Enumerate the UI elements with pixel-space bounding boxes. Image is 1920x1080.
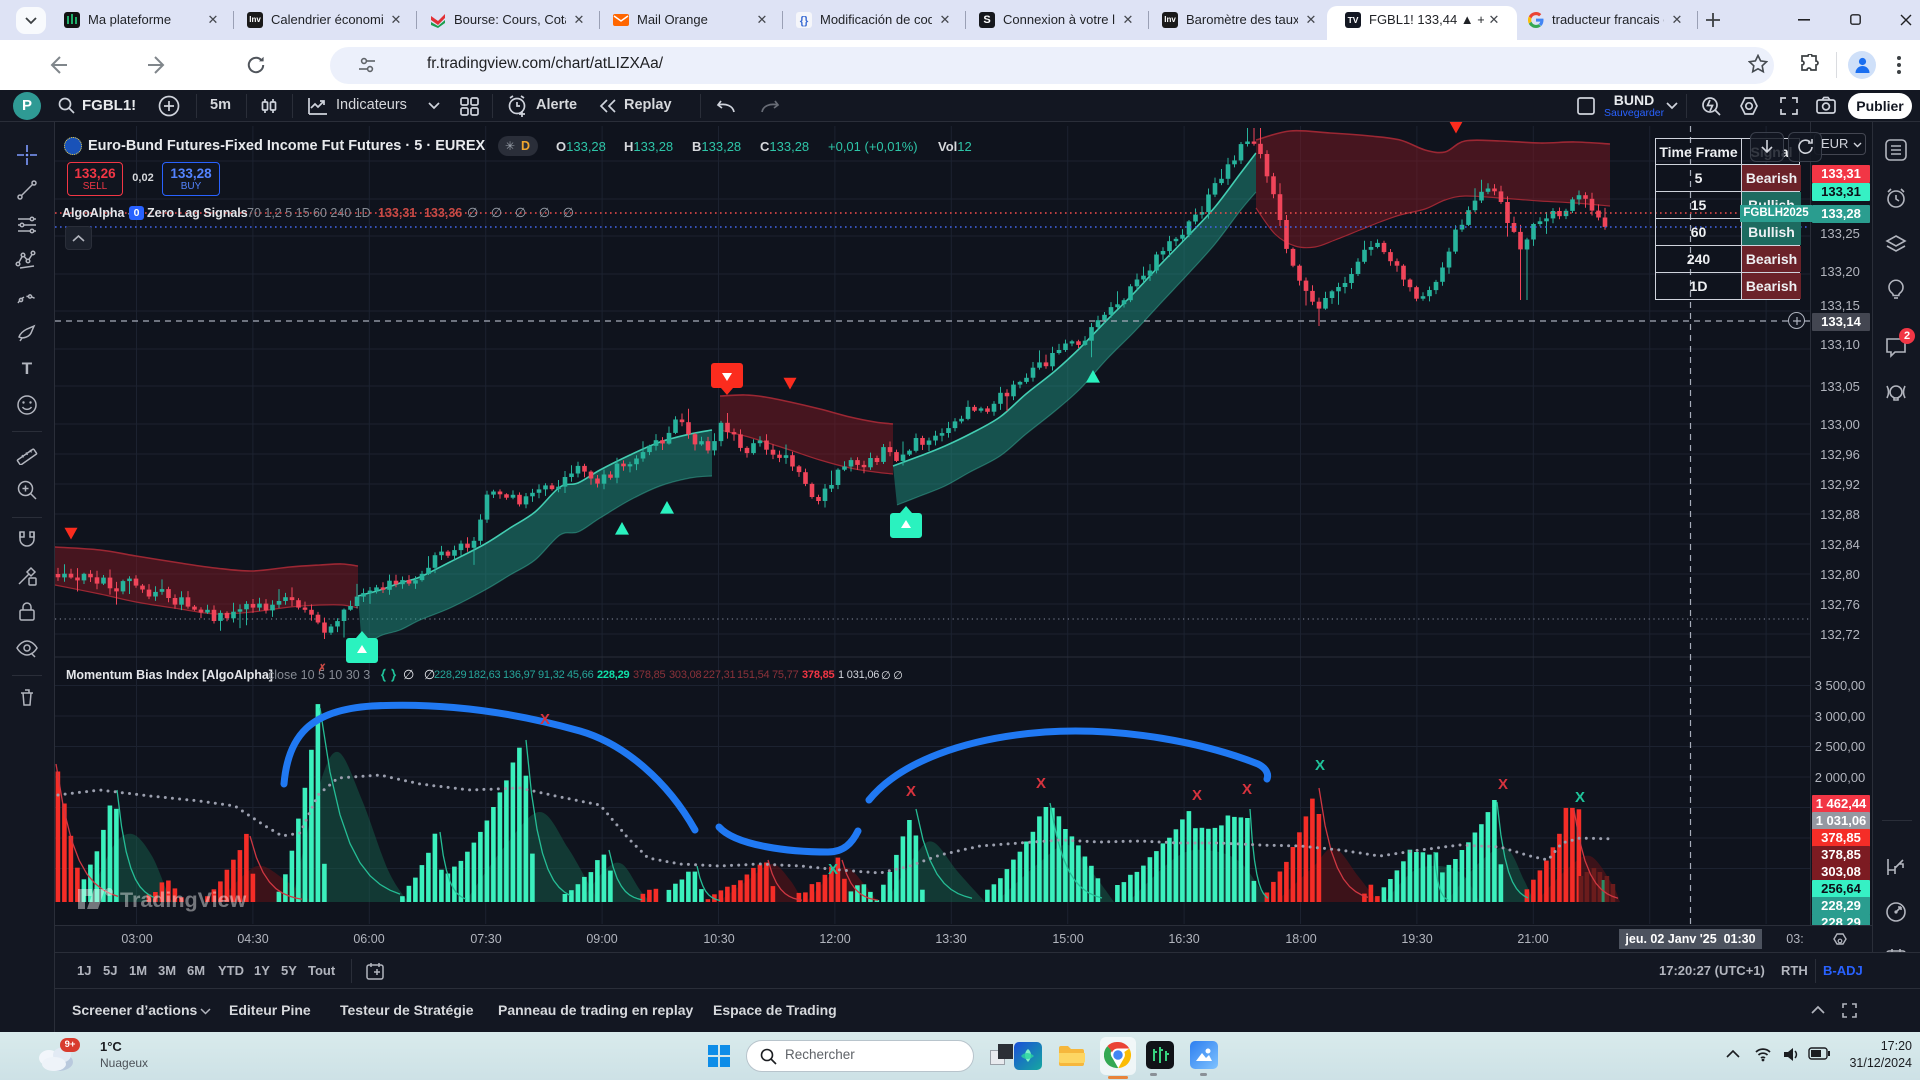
svg-text:X: X (540, 711, 550, 728)
svg-text:TradingView: TradingView (120, 888, 247, 912)
svg-text:X: X (1036, 775, 1046, 792)
svg-text:X: X (828, 861, 838, 878)
svg-text:X: X (1315, 757, 1325, 774)
svg-text:T: T (22, 359, 33, 378)
svg-text:X: X (1575, 789, 1585, 806)
svg-text:X: X (906, 783, 916, 800)
svg-text:X: X (1498, 776, 1508, 793)
svg-text:{}: {} (800, 15, 809, 27)
svg-text:X: X (1192, 787, 1202, 804)
svg-text:X: X (1242, 781, 1252, 798)
